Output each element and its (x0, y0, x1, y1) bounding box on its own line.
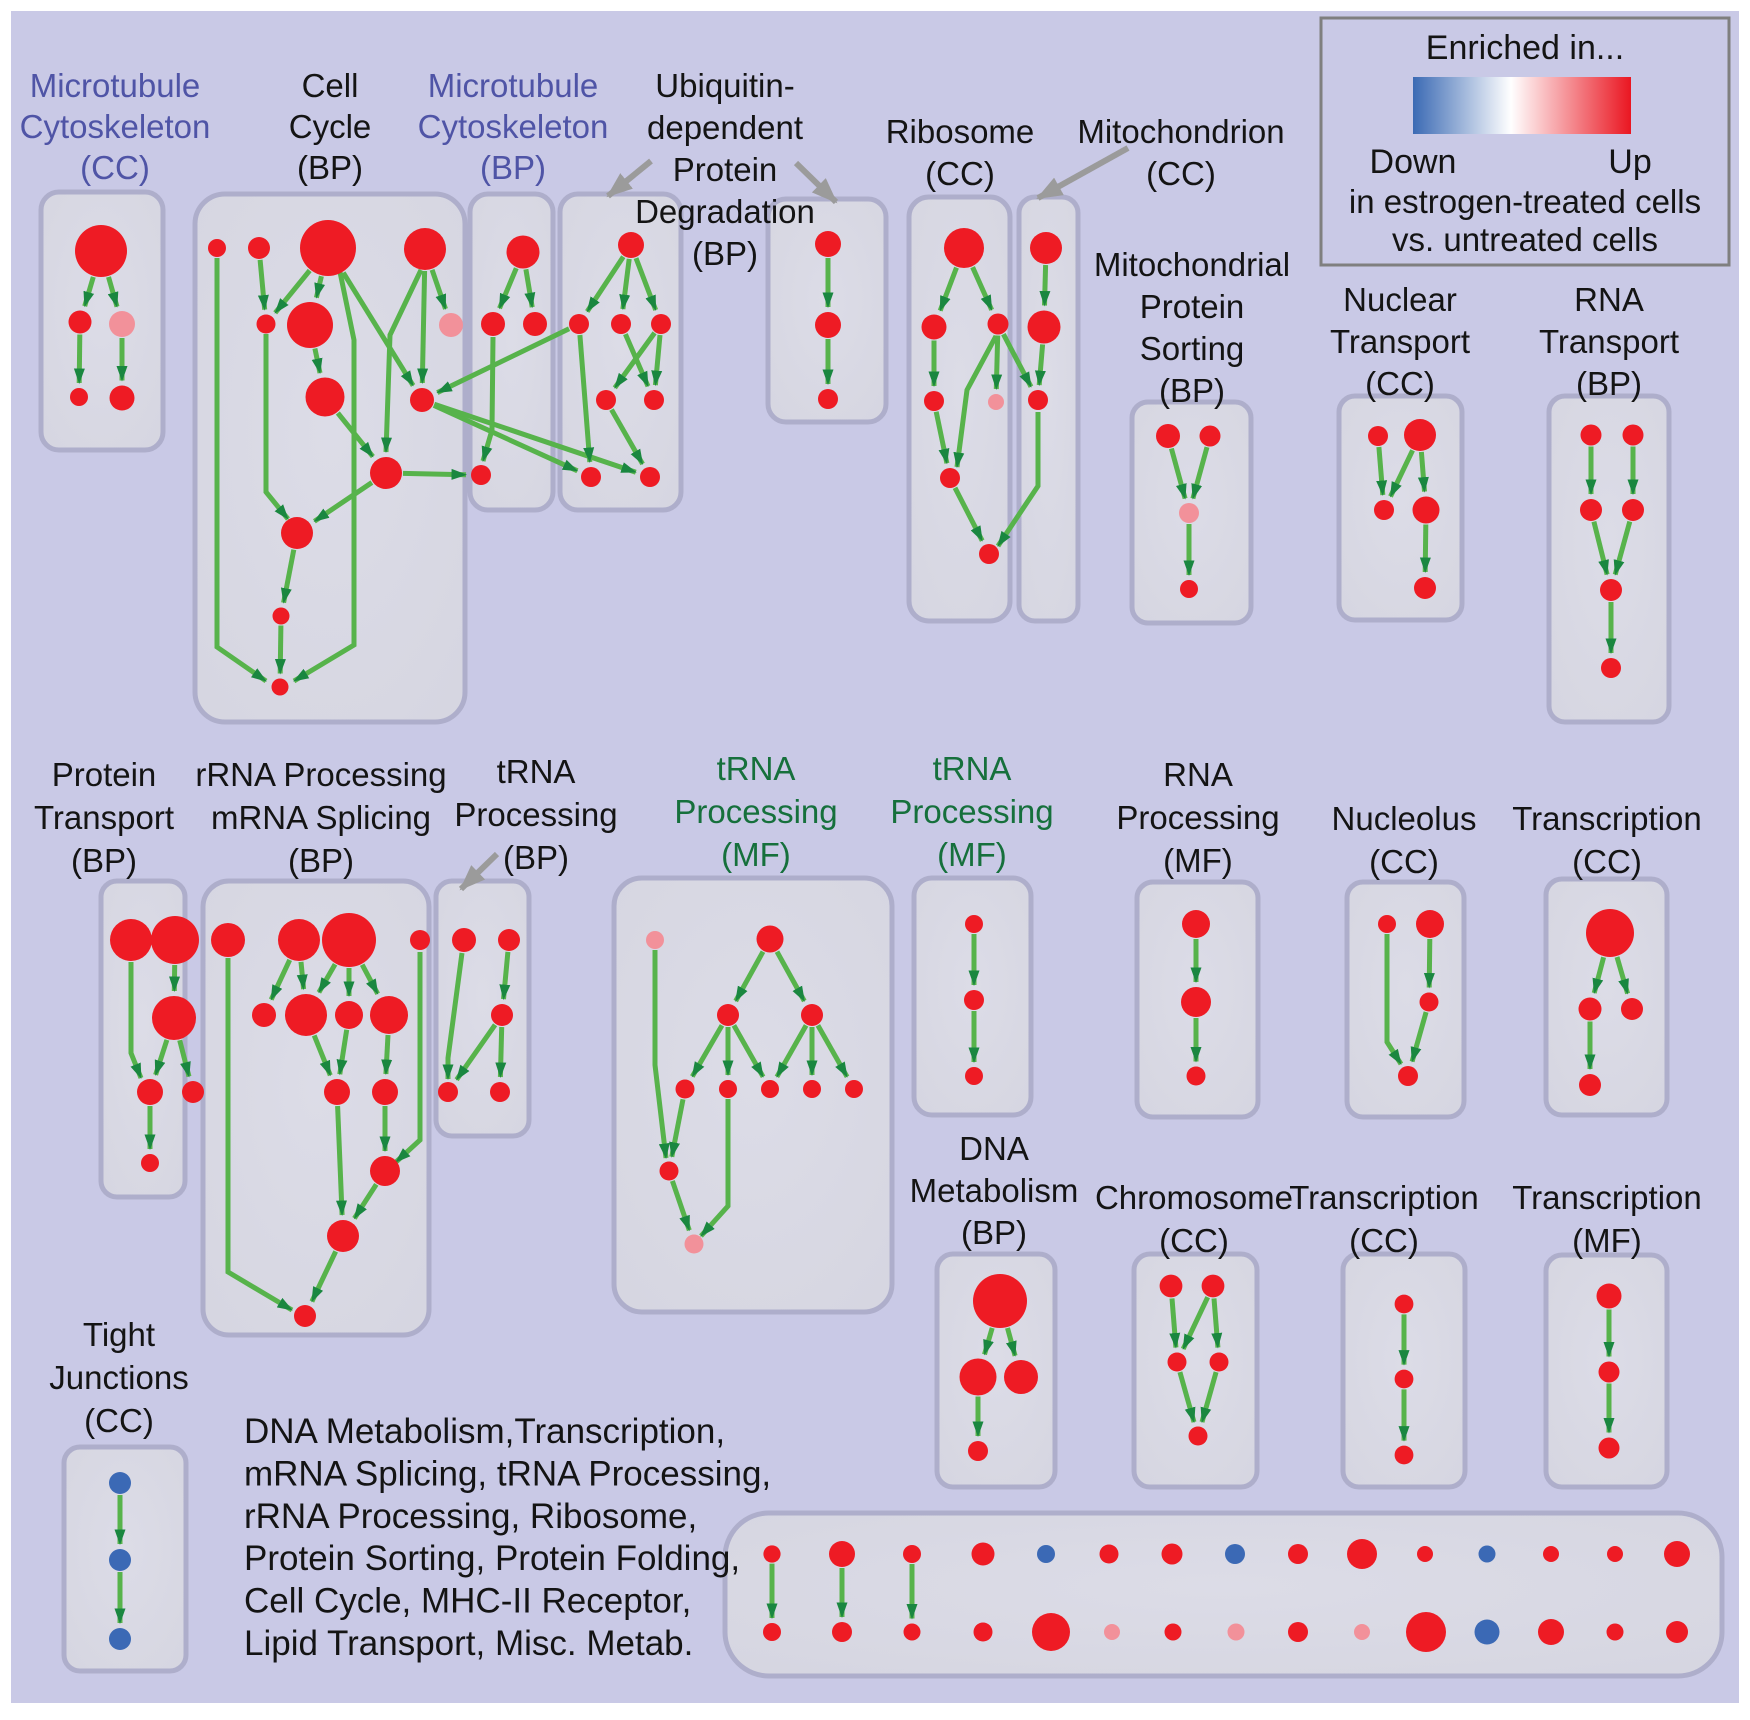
svg-text:(CC): (CC) (1159, 1222, 1229, 1259)
svg-text:RNA: RNA (1574, 281, 1644, 318)
svg-text:(CC): (CC) (80, 149, 150, 186)
svg-text:Cytoskeleton: Cytoskeleton (418, 108, 609, 145)
svg-text:Transport: Transport (1330, 323, 1470, 360)
svg-text:Nucleolus: Nucleolus (1332, 800, 1477, 837)
svg-text:(MF): (MF) (937, 836, 1007, 873)
svg-text:tRNA: tRNA (933, 750, 1012, 787)
svg-text:(CC): (CC) (1146, 155, 1216, 192)
svg-text:(MF): (MF) (1572, 1222, 1642, 1259)
svg-text:Processing: Processing (674, 793, 837, 830)
svg-text:(CC): (CC) (1349, 1222, 1419, 1259)
svg-text:Processing: Processing (1116, 799, 1279, 836)
svg-text:mRNA Splicing, tRNA Processing: mRNA Splicing, tRNA Processing, (244, 1454, 771, 1493)
svg-text:(CC): (CC) (1572, 843, 1642, 880)
svg-text:vs. untreated cells: vs. untreated cells (1392, 221, 1658, 258)
svg-text:Microtubule: Microtubule (428, 67, 599, 104)
svg-text:tRNA: tRNA (717, 750, 796, 787)
svg-text:Lipid Transport, Misc. Metab.: Lipid Transport, Misc. Metab. (244, 1624, 693, 1663)
svg-text:Microtubule: Microtubule (30, 67, 201, 104)
svg-text:Degradation: Degradation (635, 193, 815, 230)
svg-text:(BP): (BP) (961, 1214, 1027, 1251)
svg-text:Sorting: Sorting (1140, 330, 1245, 367)
svg-text:Down: Down (1370, 143, 1457, 181)
svg-text:Nuclear: Nuclear (1343, 281, 1457, 318)
svg-text:(CC): (CC) (84, 1402, 154, 1439)
svg-text:(CC): (CC) (1369, 843, 1439, 880)
svg-text:Transcription: Transcription (1512, 800, 1702, 837)
svg-text:Up: Up (1608, 143, 1651, 181)
svg-text:(BP): (BP) (1159, 372, 1225, 409)
svg-text:Protein: Protein (1140, 288, 1245, 325)
svg-text:RNA: RNA (1163, 756, 1233, 793)
svg-text:Tight: Tight (83, 1316, 155, 1353)
svg-text:Transcription: Transcription (1289, 1179, 1479, 1216)
svg-text:(BP): (BP) (480, 149, 546, 186)
svg-text:tRNA: tRNA (497, 753, 576, 790)
svg-text:DNA: DNA (959, 1130, 1029, 1167)
svg-text:Protein: Protein (673, 151, 778, 188)
svg-text:(MF): (MF) (1163, 842, 1233, 879)
svg-text:mRNA Splicing: mRNA Splicing (211, 799, 431, 836)
svg-text:rRNA Processing, Ribosome,: rRNA Processing, Ribosome, (244, 1497, 697, 1536)
svg-text:Junctions: Junctions (49, 1359, 188, 1396)
svg-text:(BP): (BP) (71, 842, 137, 879)
svg-text:Cell: Cell (302, 67, 359, 104)
svg-text:Metabolism: Metabolism (910, 1172, 1079, 1209)
svg-text:Transport: Transport (34, 799, 174, 836)
svg-text:Processing: Processing (890, 793, 1053, 830)
svg-text:Ubiquitin-: Ubiquitin- (655, 67, 794, 104)
svg-text:Protein Sorting, Protein Foldi: Protein Sorting, Protein Folding, (244, 1539, 740, 1578)
svg-text:Protein: Protein (52, 756, 157, 793)
svg-text:Mitochondrion: Mitochondrion (1077, 113, 1284, 150)
svg-text:(BP): (BP) (503, 839, 569, 876)
svg-text:(CC): (CC) (925, 155, 995, 192)
svg-text:Enriched in...: Enriched in... (1426, 29, 1624, 67)
svg-text:in estrogen-treated cells: in estrogen-treated cells (1349, 183, 1701, 220)
svg-text:Processing: Processing (454, 796, 617, 833)
svg-text:Cell Cycle, MHC-II Receptor,: Cell Cycle, MHC-II Receptor, (244, 1582, 691, 1621)
svg-text:Ribosome: Ribosome (886, 113, 1035, 150)
svg-text:(BP): (BP) (288, 842, 354, 879)
svg-text:dependent: dependent (647, 109, 803, 146)
svg-text:(MF): (MF) (721, 836, 791, 873)
svg-text:(BP): (BP) (1576, 365, 1642, 402)
svg-text:DNA Metabolism,Transcription,: DNA Metabolism,Transcription, (244, 1412, 725, 1451)
svg-text:Cytoskeleton: Cytoskeleton (20, 108, 211, 145)
svg-text:Transcription: Transcription (1512, 1179, 1702, 1216)
svg-text:(BP): (BP) (297, 149, 363, 186)
svg-text:Chromosome: Chromosome (1095, 1179, 1293, 1216)
svg-text:(BP): (BP) (692, 235, 758, 272)
svg-text:Mitochondrial: Mitochondrial (1094, 246, 1290, 283)
svg-text:Transport: Transport (1539, 323, 1679, 360)
svg-text:rRNA Processing: rRNA Processing (195, 756, 446, 793)
svg-text:(CC): (CC) (1365, 365, 1435, 402)
svg-text:Cycle: Cycle (289, 108, 372, 145)
